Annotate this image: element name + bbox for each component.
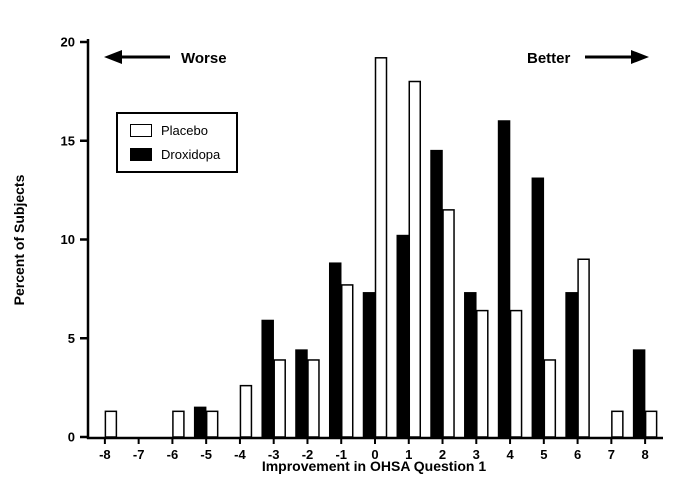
bar-droxidopa bbox=[497, 120, 511, 438]
bar-placebo bbox=[644, 410, 658, 438]
legend-item-placebo: Placebo bbox=[130, 123, 220, 138]
bar-placebo bbox=[442, 209, 455, 438]
x-tick-label: 2 bbox=[439, 447, 446, 462]
bar-placebo bbox=[577, 258, 590, 438]
bar-placebo bbox=[205, 410, 219, 438]
x-tick-label: -1 bbox=[335, 447, 347, 462]
bar-placebo bbox=[543, 359, 557, 438]
x-tick-label: 3 bbox=[473, 447, 480, 462]
y-tick-label: 20 bbox=[61, 35, 75, 50]
bar-droxidopa bbox=[261, 319, 274, 438]
x-tick-label: 8 bbox=[642, 447, 649, 462]
bar-placebo bbox=[172, 410, 185, 438]
bar-placebo bbox=[340, 284, 354, 438]
legend-item-droxidopa: Droxidopa bbox=[130, 147, 220, 162]
x-tick-label: 7 bbox=[608, 447, 615, 462]
bar-droxidopa bbox=[396, 234, 410, 438]
droxidopa-swatch bbox=[130, 148, 152, 161]
better-annotation: Better bbox=[527, 50, 649, 67]
bar-placebo bbox=[374, 57, 388, 438]
y-tick-label: 0 bbox=[68, 430, 75, 445]
x-tick-label: -7 bbox=[133, 447, 145, 462]
bar-droxidopa bbox=[430, 149, 443, 438]
placebo-swatch bbox=[130, 124, 152, 137]
bar-placebo bbox=[611, 410, 624, 438]
worse-annotation: Worse bbox=[104, 50, 227, 67]
x-tick-label: -8 bbox=[99, 447, 111, 462]
bar-droxidopa bbox=[328, 262, 342, 438]
x-tick-label: -5 bbox=[200, 447, 212, 462]
bar-placebo bbox=[104, 410, 118, 438]
bar-droxidopa bbox=[632, 349, 646, 438]
bar-droxidopa bbox=[295, 349, 308, 438]
placebo-legend-label: Placebo bbox=[161, 123, 208, 138]
better-arrowhead-icon bbox=[631, 50, 649, 64]
bar-droxidopa bbox=[193, 406, 207, 438]
bar-placebo bbox=[509, 309, 523, 438]
x-tick-label: -2 bbox=[302, 447, 314, 462]
worse-label: Worse bbox=[181, 50, 227, 67]
legend: Placebo Droxidopa bbox=[116, 112, 239, 173]
y-tick-label: 5 bbox=[68, 331, 75, 346]
y-tick-label: 15 bbox=[61, 133, 75, 148]
y-axis-label: Percent of Subjects bbox=[11, 174, 27, 305]
better-label: Better bbox=[527, 50, 571, 67]
x-tick-label: 0 bbox=[371, 447, 378, 462]
x-axis-label: Improvement in OHSA Question 1 bbox=[262, 458, 487, 474]
plot-area: 0 5 10 15 20 -8 -7 -6 -5 -4 -3 -2 -1 0 1 2 3 4 5 6 7 8 bbox=[61, 35, 663, 462]
x-tick-label: 6 bbox=[574, 447, 581, 462]
bar-placebo bbox=[408, 80, 422, 438]
bar-placebo bbox=[273, 359, 286, 438]
x-tick-label: -6 bbox=[167, 447, 179, 462]
x-tick-label: -4 bbox=[234, 447, 246, 462]
x-tick-label: 4 bbox=[506, 447, 514, 462]
bar-placebo bbox=[307, 359, 320, 438]
y-tick-label: 10 bbox=[61, 232, 75, 247]
bar-droxidopa bbox=[531, 177, 545, 438]
bar-droxidopa bbox=[464, 292, 477, 438]
bar-placebo bbox=[476, 309, 489, 438]
worse-arrowhead-icon bbox=[104, 50, 122, 64]
bar-droxidopa bbox=[565, 292, 578, 438]
droxidopa-legend-label: Droxidopa bbox=[161, 147, 221, 162]
bar-placebo bbox=[239, 384, 253, 438]
x-tick-label: -3 bbox=[268, 447, 280, 462]
bar-droxidopa bbox=[362, 292, 376, 438]
x-tick-label: 1 bbox=[405, 447, 412, 462]
x-tick-label: 5 bbox=[540, 447, 547, 462]
